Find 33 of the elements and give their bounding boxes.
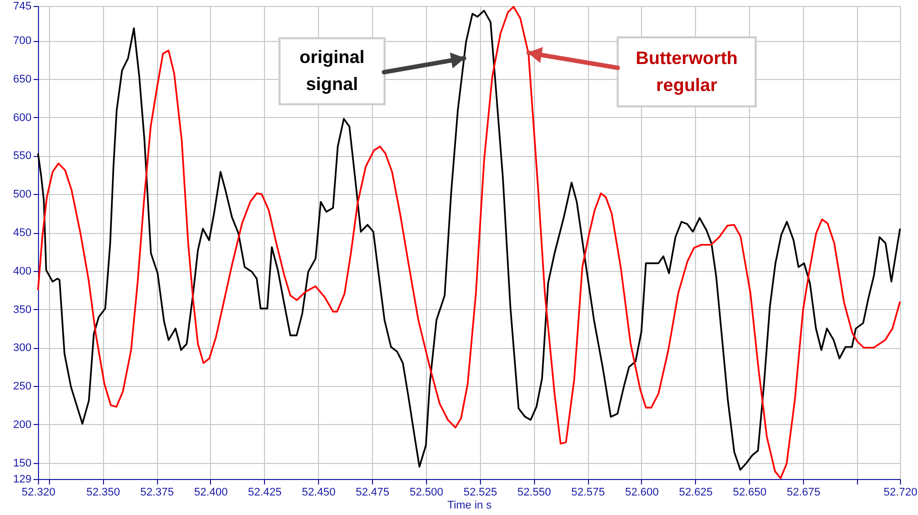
- y-tick-label: 600: [13, 112, 32, 124]
- y-tick-label: 745: [13, 0, 32, 12]
- y-tick-label: 150: [13, 457, 32, 470]
- x-tick-label: 52.550: [517, 486, 551, 498]
- y-tick-label: 350: [13, 304, 32, 316]
- y-tick-label: 200: [13, 418, 32, 431]
- x-tick-label: 52.400: [194, 486, 228, 498]
- y-tick-label: 500: [13, 188, 32, 201]
- x-tick-label: 52.375: [140, 486, 174, 498]
- y-tick-label: 450: [13, 227, 32, 240]
- x-tick-label: 52.500: [410, 486, 444, 498]
- y-tick-label: 300: [13, 342, 32, 354]
- x-tick-label: 52.675: [786, 486, 820, 498]
- x-axis-title: Time in s: [447, 500, 492, 512]
- x-tick-label: 52.450: [302, 486, 336, 498]
- annotation: Butterworth regular: [636, 48, 738, 95]
- x-tick-label: 52.320: [22, 486, 56, 498]
- x-tick-label: 52.720: [884, 486, 918, 498]
- y-tick-label: 650: [13, 73, 32, 86]
- y-tick-label: 550: [13, 150, 32, 162]
- x-tick-label: 52.425: [248, 486, 282, 498]
- y-tick-label: 700: [13, 35, 32, 48]
- y-tick-label: 129: [13, 474, 32, 486]
- y-tick-label: 250: [13, 380, 32, 393]
- x-tick-label: 52.625: [678, 486, 713, 498]
- y-tick-label: 400: [13, 265, 32, 278]
- x-tick-label: 52.650: [732, 486, 766, 498]
- x-tick-label: 52.350: [86, 486, 120, 498]
- x-tick-label: 52.525: [463, 486, 498, 498]
- annotation: original signal: [300, 47, 365, 94]
- x-tick-label: 52.600: [625, 486, 659, 498]
- x-tick-label: 52.575: [571, 486, 605, 498]
- x-tick-label: 52.475: [356, 486, 390, 498]
